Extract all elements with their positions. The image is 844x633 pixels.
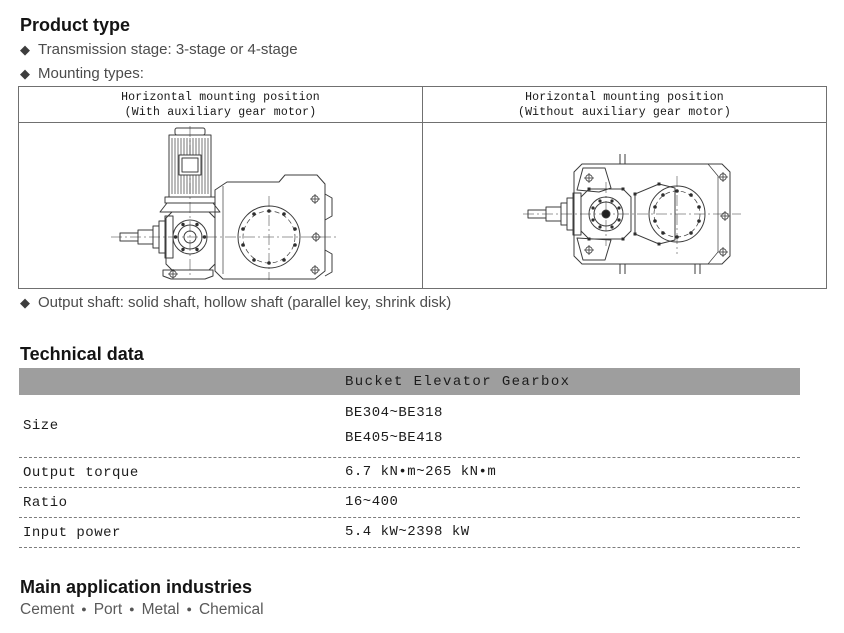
technical-data-table: Bucket Elevator Gearbox Size BE304~BE318…: [19, 368, 800, 548]
bullet-output-shaft: ◆ Output shaft: solid shaft, hollow shaf…: [20, 292, 844, 313]
gearbox-housing: [162, 174, 333, 279]
bolt-marks: [168, 193, 321, 279]
row-label: Output torque: [23, 464, 139, 481]
row-label: Ratio: [23, 494, 68, 511]
mounting-header-without-motor: Horizontal mounting position (Without au…: [422, 86, 827, 123]
mounting-header-line2: (With auxiliary gear motor): [124, 105, 317, 119]
main-industries-title: Main application industries: [20, 577, 253, 597]
drawing-cell-without-motor: [422, 122, 827, 289]
technical-data-title: Technical data: [20, 344, 144, 364]
mounting-header-with-motor: Horizontal mounting position (With auxil…: [18, 86, 423, 123]
mounting-table-header-row: Horizontal mounting position (With auxil…: [18, 86, 827, 123]
row-label: Size: [23, 418, 59, 434]
industry-item: Chemical: [198, 601, 264, 618]
dot-separator-icon: ●: [129, 604, 135, 614]
industry-item: Port: [93, 601, 123, 618]
technical-table-header: Bucket Elevator Gearbox: [19, 368, 800, 395]
output-flange: [648, 185, 706, 242]
drawing-cell-with-motor: [18, 122, 423, 289]
table-row-output-torque: Output torque 6.7 kN•m~265 kN•m: [19, 458, 800, 488]
row-value: 6.7 kN•m~265 kN•m: [345, 464, 497, 480]
table-row-input-power: Input power 5.4 kW~2398 kW: [19, 518, 800, 548]
row-label: Input power: [23, 524, 121, 541]
diamond-bullet-icon: ◆: [20, 66, 30, 81]
gearbox-with-auxiliary-motor-drawing: [111, 125, 337, 280]
mounting-header-line1: Horizontal mounting position: [525, 90, 724, 104]
industries-list: Cement ● Port ● Metal ● Chemical: [20, 601, 844, 619]
transmission-stage-text: Transmission stage: 3-stage or 4-stage: [38, 41, 298, 58]
output-shaft: [527, 192, 582, 235]
mounting-header-line2: (Without auxiliary gear motor): [517, 105, 732, 119]
output-shaft-text: Output shaft: solid shaft, hollow shaft …: [38, 294, 452, 311]
mounting-header-line1: Horizontal mounting position: [121, 90, 320, 104]
auxiliary-motor: [159, 127, 221, 212]
diamond-bullet-icon: ◆: [20, 295, 30, 310]
bullet-transmission-stage: ◆ Transmission stage: 3-stage or 4-stage: [20, 39, 844, 60]
size-range-1: BE304~BE318: [345, 405, 443, 421]
output-shaft: [119, 215, 174, 258]
size-range-2: BE405~BE418: [345, 430, 443, 446]
gearbox-housing: [573, 153, 731, 274]
table-row-ratio: Ratio 16~400: [19, 488, 800, 518]
product-type-title: Product type: [20, 15, 131, 35]
mounting-table-drawing-row: [18, 122, 827, 289]
dot-separator-icon: ●: [186, 604, 192, 614]
bullet-mounting-types: ◆ Mounting types:: [20, 63, 844, 84]
centerlines: [111, 125, 337, 280]
row-value: 5.4 kW~2398 kW: [345, 524, 470, 540]
table-row-size: Size BE304~BE318 BE405~BE418: [19, 395, 800, 458]
row-value: 16~400: [345, 494, 399, 510]
mid-frame: [633, 182, 676, 245]
mounting-types-text: Mounting types:: [38, 65, 144, 82]
centerlines: [523, 175, 741, 254]
bolt-marks: [584, 171, 730, 257]
gearbox-without-auxiliary-motor-drawing: [523, 153, 741, 274]
industry-item: Metal: [141, 601, 180, 618]
dot-separator-icon: ●: [81, 604, 87, 614]
diamond-bullet-icon: ◆: [20, 42, 30, 57]
input-stage: [580, 187, 632, 240]
product-name-header: Bucket Elevator Gearbox: [345, 373, 571, 390]
mounting-positions-table: Horizontal mounting position (With auxil…: [18, 86, 827, 289]
industry-item: Cement: [20, 601, 75, 618]
row-value: BE304~BE318 BE405~BE418: [345, 401, 443, 451]
output-flange: [237, 205, 301, 268]
